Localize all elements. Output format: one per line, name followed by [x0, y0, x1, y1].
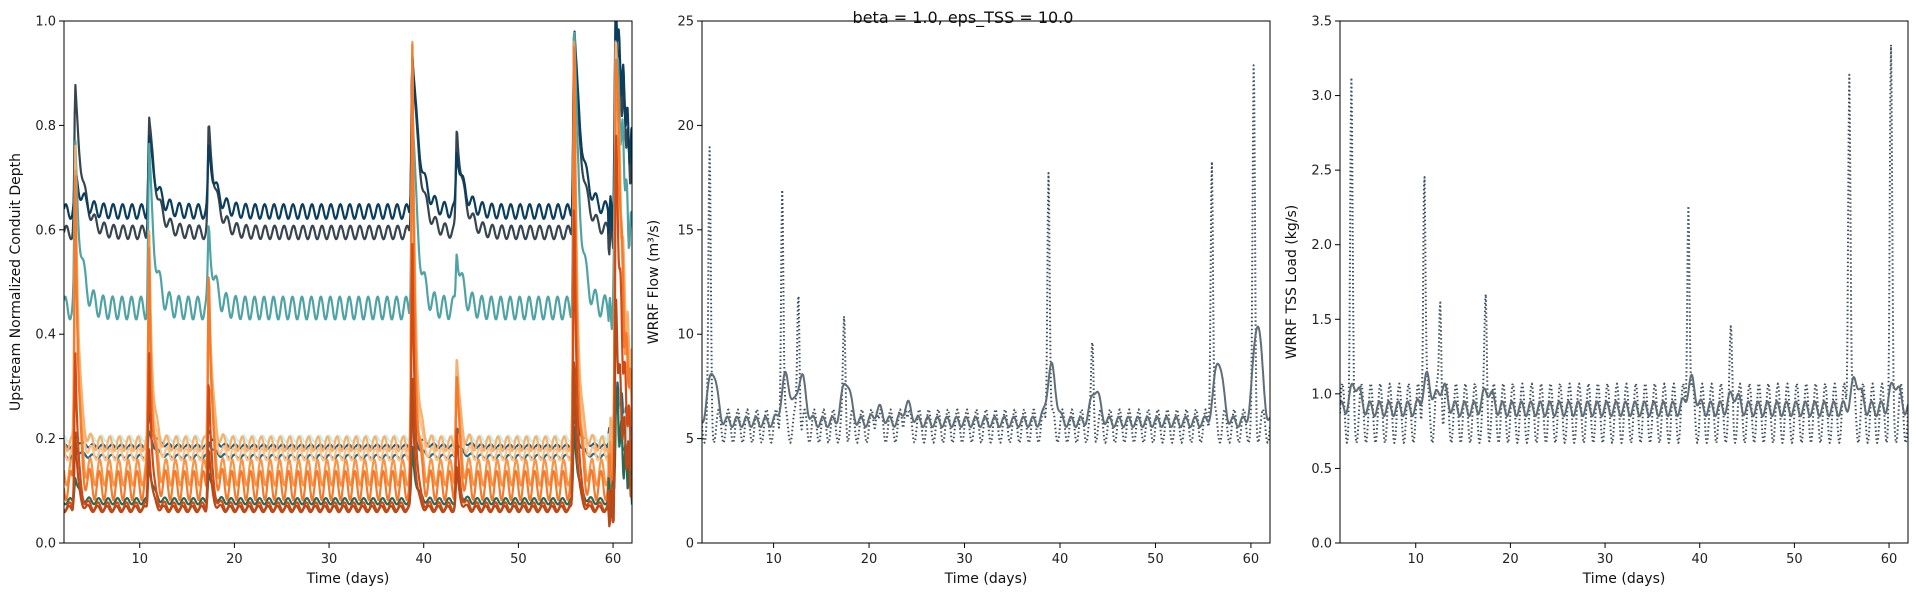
- flow-x-tick-label: 10: [765, 552, 782, 567]
- flow-ticks: 10 20 30 40 50 60 0 5 10 15 20 25: [677, 15, 1259, 568]
- tss-x-axis-label: Time (days): [1582, 571, 1666, 587]
- tss-y-tick-label: 2.0: [1311, 238, 1332, 253]
- tss-x-tick-label: 20: [1502, 552, 1519, 567]
- flow-y-tick-label: 20: [677, 119, 694, 134]
- depth-series-line-9: [64, 40, 632, 487]
- flow-panel: 10 20 30 40 50 60 0 5 10 15 20 25 Time (days) WRRF …: [646, 15, 1271, 587]
- depth-series-line-12: [64, 134, 632, 524]
- depth-x-tick-label: 20: [226, 552, 243, 567]
- figure-suptitle: beta = 1.0, eps_TSS = 10.0: [853, 8, 1074, 28]
- depth-series-line-7: [64, 41, 632, 478]
- depth-x-tick-label: 50: [510, 552, 527, 567]
- depth-series-group: [64, 21, 632, 528]
- tss-series-line-1: [1340, 43, 1908, 444]
- flow-x-axis-label: Time (days): [944, 571, 1028, 587]
- depth-series-line-13: [64, 298, 632, 528]
- flow-x-tick-label: 60: [1243, 552, 1260, 567]
- tss-x-tick-label: 60: [1881, 552, 1898, 567]
- depth-y-tick-label: 0.2: [35, 432, 56, 447]
- depth-series-line-1: [64, 21, 632, 256]
- tss-y-tick-label: 0.0: [1311, 537, 1332, 552]
- depth-series-line-10: [64, 43, 632, 502]
- tss-y-tick-label: 1.5: [1311, 313, 1332, 328]
- flow-y-tick-label: 25: [677, 15, 694, 30]
- tss-ticks: 10 20 30 40 50 60 0.0 0.5 1.0 1.5 2.0 2.5 3.0 3.5: [1311, 15, 1897, 568]
- tss-series-line-2: [1340, 370, 1908, 418]
- depth-x-tick-label: 60: [605, 552, 622, 567]
- tss-series-group: [1340, 43, 1908, 444]
- depth-series-line-5: [64, 393, 632, 480]
- tss-panel: 10 20 30 40 50 60 0.0 0.5 1.0 1.5 2.0 2.5 3.0 3.5 Tim…: [1284, 15, 1909, 587]
- flow-y-axis-label: WRRF Flow (m³/s): [646, 220, 662, 344]
- depth-series-line-8: [64, 41, 632, 469]
- flow-series-group: [702, 64, 1270, 444]
- depth-y-tick-label: 0.8: [35, 119, 56, 134]
- depth-x-tick-label: 10: [131, 552, 148, 567]
- flow-y-tick-label: 15: [677, 223, 694, 238]
- tss-y-tick-label: 3.5: [1311, 15, 1332, 30]
- tss-x-tick-label: 40: [1691, 552, 1708, 567]
- depth-y-axis-label: Upstream Normalized Conduit Depth: [8, 153, 24, 411]
- tss-y-axis-label: WRRF TSS Load (kg/s): [1284, 205, 1300, 360]
- flow-x-tick-label: 50: [1147, 552, 1164, 567]
- tss-x-tick-label: 50: [1786, 552, 1803, 567]
- tss-y-tick-label: 3.0: [1311, 89, 1332, 104]
- tss-y-tick-label: 1.0: [1311, 387, 1332, 402]
- depth-y-tick-label: 0.4: [35, 328, 56, 343]
- depth-x-tick-label: 30: [321, 552, 338, 567]
- depth-y-tick-label: 0.6: [35, 223, 56, 238]
- flow-x-tick-label: 20: [861, 552, 878, 567]
- flow-axes-frame: [701, 20, 1271, 544]
- flow-x-tick-label: 40: [1052, 552, 1069, 567]
- depth-y-tick-label: 0.0: [35, 537, 56, 552]
- flow-y-tick-label: 10: [677, 328, 694, 343]
- depth-y-tick-label: 1.0: [35, 15, 56, 30]
- tss-x-tick-label: 30: [1597, 552, 1614, 567]
- flow-series-line-2: [702, 325, 1270, 429]
- flow-x-tick-label: 30: [956, 552, 973, 567]
- depth-series-line-2: [64, 21, 632, 235]
- tss-x-tick-label: 10: [1407, 552, 1424, 567]
- depth-ticks: 10 20 30 40 50 60 0.0 0.2 0.4 0.6 0.8 1.0: [35, 15, 621, 568]
- depth-panel: 10 20 30 40 50 60 0.0 0.2 0.4 0.6 0.8 1.0 Time (day…: [8, 15, 633, 587]
- depth-series-line-3: [64, 31, 632, 331]
- depth-x-tick-label: 40: [415, 552, 432, 567]
- flow-y-tick-label: 0: [686, 537, 694, 552]
- depth-x-axis-label: Time (days): [306, 571, 390, 587]
- tss-y-tick-label: 2.5: [1311, 164, 1332, 179]
- flow-y-tick-label: 5: [686, 432, 694, 447]
- tss-axes-frame: [1339, 20, 1909, 544]
- tss-y-tick-label: 0.5: [1311, 462, 1332, 477]
- depth-axes-frame: [63, 20, 633, 544]
